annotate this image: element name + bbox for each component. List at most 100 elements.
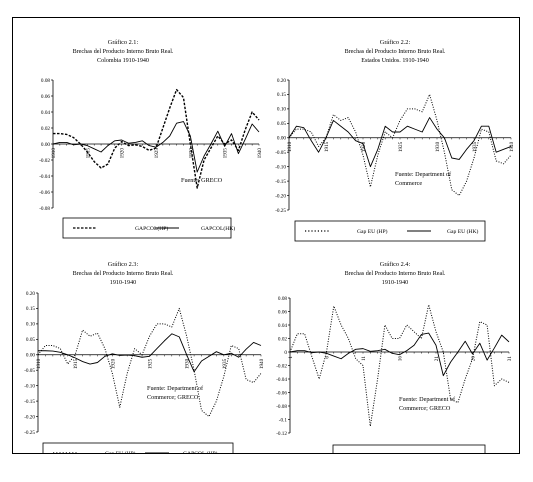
y-tick-label: 0.10 (26, 322, 35, 328)
y-tick-label: -0.25 (24, 430, 35, 436)
y-tick-label: 0.20 (26, 291, 35, 297)
source-annotation: Fuente: Department of (399, 396, 456, 403)
y-tick-label: 0.04 (278, 323, 287, 329)
x-tick-label: 1935 (472, 141, 478, 152)
x-tick-label: 26 (471, 356, 477, 362)
legend-box (62, 217, 232, 239)
legend: Gap EU (HP) GAPCOL (HP) (42, 442, 234, 464)
y-tick-label: 0.15 (26, 306, 35, 312)
x-tick-label: 1925 (154, 148, 160, 159)
series-line-1 (289, 332, 510, 377)
y-tick-label: -0.05 (24, 368, 35, 374)
series-line-2 (52, 121, 260, 173)
charts-canvas: Gráfico 2.1: Brechas del Producto Interno… (24, 39, 515, 466)
series-line-1 (37, 307, 262, 418)
y-tick-label: -0.02 (276, 363, 287, 369)
chart-2: Gráfico 2.2: Brechas del Producto Interno… (275, 39, 515, 242)
legend-label: Gap EU (HK) (447, 228, 479, 235)
source-annotation: Fuente: GRECO (181, 177, 223, 184)
x-tick-label: 1930 (435, 141, 441, 152)
y-tick-label: 0.20 (277, 78, 286, 84)
y-tick-label: -0.04 (276, 377, 287, 383)
legend-label: Gap EU (HK) (443, 452, 475, 453)
y-tick-label: -0.25 (275, 208, 286, 214)
x-tick-label: 1940 (257, 148, 263, 159)
legend-label: GAPCOL (HP) (183, 450, 218, 453)
source-annotation: Commerce; GRECO (399, 405, 451, 412)
y-tick-label: -0.06 (276, 390, 287, 396)
y-tick-label: 0 (284, 350, 287, 356)
y-tick-label: 0.00 (41, 142, 50, 148)
legend-box (332, 444, 486, 466)
x-tick-label: 1925 (148, 358, 154, 369)
y-tick-label: -0.1 (279, 417, 288, 423)
x-tick-label: 31 (507, 356, 513, 362)
x-tick-label: 11 (361, 356, 367, 361)
x-tick-label: 1915 (73, 358, 79, 369)
x-tick-label: 1940 (509, 141, 515, 152)
chart-3-title-line: 1910-1940 (110, 280, 136, 286)
source-annotation: Commerce; GRECO (147, 394, 199, 401)
chart-3-title-line: Brechas del Producto Interno Bruto Real. (73, 271, 174, 277)
x-tick-label: 6 (325, 356, 331, 359)
series-line-2 (38, 333, 262, 373)
y-tick-label: -0.05 (275, 150, 286, 156)
legend-label: Gap EU (HP) (105, 450, 136, 453)
y-tick-label: -0.15 (275, 179, 286, 185)
x-tick-label: 21 (434, 356, 440, 362)
legend-label: GAPCOL (HK) (377, 452, 413, 453)
y-tick-label: 0.06 (278, 309, 287, 315)
legend: GAPCOL (HK) Gap EU (HK) (332, 444, 486, 466)
x-tick-label: 1920 (120, 148, 126, 159)
chart-4-title-line: Brechas del Producto Interno Bruto Real. (345, 271, 446, 277)
legend: GAPCOL(HP) GAPCOL(HK) (62, 217, 235, 239)
y-tick-label: 0.15 (277, 92, 286, 98)
series-line-1 (53, 88, 260, 189)
y-tick-label: 0.06 (41, 94, 50, 100)
legend-label: GAPCOL(HK) (201, 225, 235, 232)
chart-4-title-line: Gráfico 2.4: (380, 261, 411, 268)
y-tick-label: 0.05 (26, 337, 35, 343)
chart-1-title-line: Gráfico 2.1: (108, 39, 139, 46)
source-annotation: Commerce (395, 180, 422, 187)
chart-1-title-line: Colombia 1910-1940 (97, 58, 149, 64)
x-tick-label: 1920 (110, 358, 116, 369)
figure-frame: Gráfico 2.1: Brechas del Producto Interno… (12, 17, 520, 466)
y-tick-label: -0.08 (39, 206, 50, 212)
legend-box (294, 220, 486, 242)
y-tick-label: -0.20 (24, 414, 35, 420)
source-annotation: Fuente: Department of (395, 171, 452, 178)
y-tick-label: 0.02 (278, 336, 287, 342)
x-tick-label: 1935 (222, 358, 228, 369)
x-tick-label: 1910 (51, 148, 57, 159)
x-tick-label: 1915 (85, 148, 91, 159)
y-tick-label: -0.12 (276, 431, 287, 437)
y-tick-label: -0.20 (275, 193, 286, 199)
x-tick-label: 1925 (398, 141, 404, 152)
legend-label: Gap EU (HP) (357, 228, 388, 235)
chart-4: Gráfico 2.4: Brechas del Producto Interno… (276, 261, 513, 466)
chart-4-title-line: 1910-1940 (382, 280, 408, 286)
legend-label: GAPCOL(HP) (135, 225, 168, 232)
x-tick-label: 1915 (324, 141, 330, 152)
chart-1: Gráfico 2.1: Brechas del Producto Interno… (39, 39, 263, 239)
y-tick-label: 0.08 (41, 78, 50, 84)
y-tick-label: 0.04 (41, 110, 50, 116)
y-tick-label: 0.02 (41, 126, 50, 132)
y-tick-label: 0.08 (278, 296, 287, 302)
y-tick-label: 0.05 (277, 121, 286, 127)
legend: Gap EU (HP) Gap EU (HK) (294, 220, 486, 242)
y-tick-label: -0.10 (275, 164, 286, 170)
x-tick-label: 1910 (287, 141, 293, 152)
y-tick-label: 0.10 (277, 107, 286, 113)
y-tick-label: -0.06 (39, 190, 50, 196)
y-tick-label: -0.02 (39, 158, 50, 164)
chart-2-title-line: Estados Unidos. 1910-1940 (361, 58, 429, 64)
y-tick-label: -0.10 (24, 383, 35, 389)
series-line-2 (288, 117, 512, 168)
chart-1-title-line: Brechas del Producto Interno Bruto Real. (73, 49, 174, 55)
x-tick-label: 1930 (185, 358, 191, 369)
y-tick-label: -0.08 (276, 404, 287, 410)
x-tick-label: 1910 (36, 358, 42, 369)
series-line-2 (289, 304, 510, 427)
